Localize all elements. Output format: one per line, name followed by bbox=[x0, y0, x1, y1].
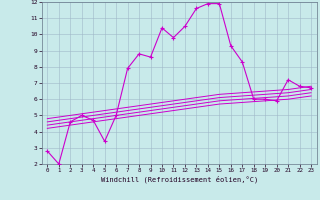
X-axis label: Windchill (Refroidissement éolien,°C): Windchill (Refroidissement éolien,°C) bbox=[100, 176, 258, 183]
